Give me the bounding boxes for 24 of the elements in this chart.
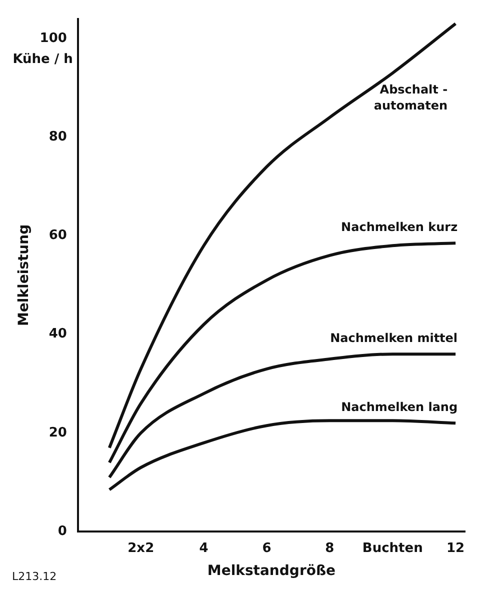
text: Kühe / h	[12, 52, 73, 67]
y-tick-label: 100	[40, 30, 67, 46]
x-tick-label: 6	[262, 540, 272, 556]
y-tick-label: 80	[48, 130, 67, 145]
x-tick-label: 8	[325, 540, 334, 556]
line-series	[108, 242, 458, 464]
line-series	[108, 352, 458, 479]
y-axis-title: Melkleistung	[16, 224, 32, 326]
x-tick-label: 12	[446, 540, 465, 556]
x-tick-label: Buchten	[362, 540, 423, 556]
x-tick-label: 2x2	[128, 540, 154, 556]
series-label: Abschalt - automaten	[374, 82, 448, 113]
y-tick-label: 60	[48, 228, 67, 244]
y-tick-label: 0	[58, 524, 67, 539]
x-axis-title: Melkstandgröße	[207, 563, 336, 580]
line-series	[108, 419, 458, 492]
series-label: Nachmelken lang	[341, 400, 458, 414]
series-label: Nachmelken mittel	[330, 331, 458, 346]
y-tick-label: 20	[48, 425, 67, 440]
text: L213.12	[12, 570, 57, 583]
y-tick-label: 40	[48, 326, 67, 342]
series-label: Nachmelken kurz	[341, 220, 458, 234]
x-tick-label: 4	[199, 540, 208, 556]
line-series	[108, 22, 458, 450]
